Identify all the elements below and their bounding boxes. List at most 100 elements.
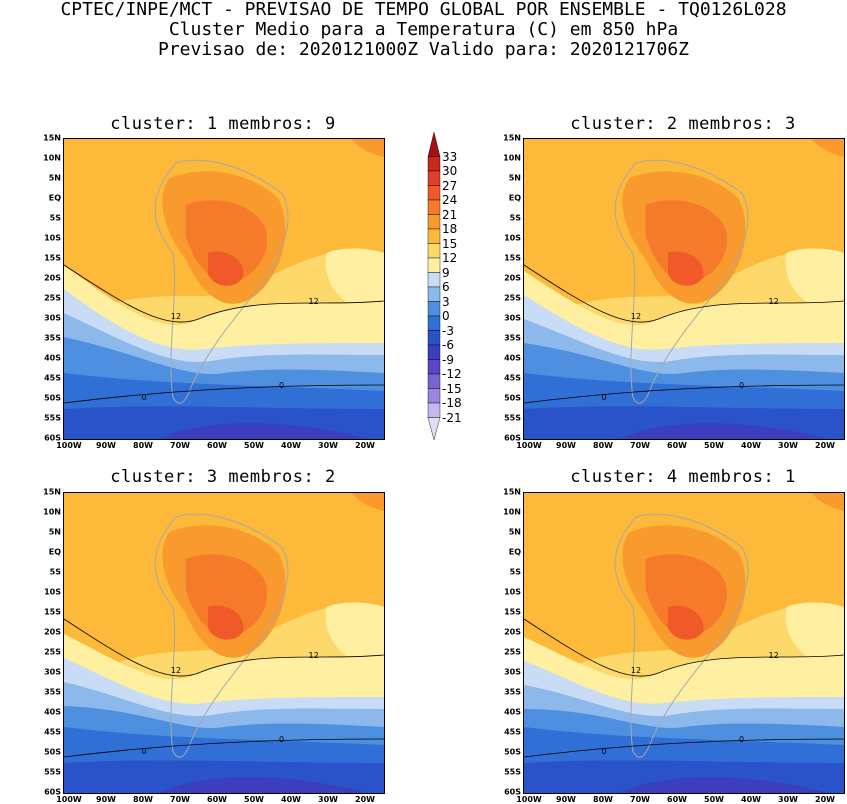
latitude-axis: 15N 10N 5N EQ 5S 10S 15S 20S 25S 30S 35S 40S 45S 50S 5… — [37, 488, 61, 797]
temperature-band — [208, 251, 244, 286]
contour-12 — [64, 264, 384, 323]
contour-label: 0 — [739, 381, 744, 390]
lon-tick-label: 50W — [244, 795, 264, 804]
temperature-band — [160, 777, 368, 793]
lon-tick-label: 30W — [318, 795, 338, 804]
lon-tick-label: 70W — [170, 441, 190, 450]
contour-label: 0 — [739, 735, 744, 744]
lat-tick-label: 50S — [504, 747, 521, 757]
coastline — [154, 513, 289, 758]
lon-tick-label: 100W — [56, 441, 82, 450]
contour-0 — [64, 384, 384, 404]
lon-tick-label: 60W — [207, 441, 227, 450]
coastline — [614, 513, 749, 758]
lat-tick-label: 45S — [44, 373, 61, 383]
lon-tick-label: 20W — [815, 795, 835, 804]
contour-12 — [524, 618, 844, 677]
lon-tick-label: 50W — [244, 441, 264, 450]
colorbar-swatch — [427, 373, 441, 389]
panel-title-3: cluster: 3 membros: 2 — [110, 467, 336, 487]
lon-tick-label: 80W — [133, 795, 153, 804]
lat-tick-label: 10S — [504, 233, 521, 243]
temperature-band — [645, 200, 728, 283]
lat-tick-label: 25S — [44, 647, 61, 657]
colorbar-label: 30 — [442, 164, 458, 178]
lon-tick-label: 80W — [593, 795, 613, 804]
lat-tick-label: 55S — [504, 767, 521, 777]
lon-tick-label: 100W — [516, 795, 542, 804]
contour-0 — [524, 738, 844, 758]
lat-tick-label: 5N — [48, 173, 61, 183]
lat-tick-label: 15N — [503, 133, 521, 143]
lat-tick-label: EQ — [48, 547, 61, 557]
lon-tick-label: 60W — [207, 795, 227, 804]
lat-tick-label: 10S — [504, 587, 521, 597]
lon-tick-label: 90W — [556, 441, 576, 450]
temperature-band — [160, 423, 368, 439]
lon-tick-label: 40W — [741, 795, 761, 804]
lon-tick-label: 30W — [778, 795, 798, 804]
colorbar-swatch — [427, 344, 441, 360]
colorbar-swatch — [427, 214, 441, 230]
temperature-band — [620, 777, 828, 793]
lon-tick-label: 90W — [96, 441, 116, 450]
lon-tick-label: 50W — [704, 795, 724, 804]
temperature-field: 12 12 0 0 — [524, 139, 844, 439]
lat-tick-label: 50S — [504, 393, 521, 403]
colorbar-swatch — [427, 199, 441, 215]
map-panel-1: 12 12 0 0 — [63, 138, 385, 440]
lon-tick-label: 40W — [281, 441, 301, 450]
contour-12 — [524, 264, 844, 323]
colorbar-scale — [427, 131, 441, 441]
lat-tick-label: 20S — [44, 627, 61, 637]
latitude-axis: 15N 10N 5N EQ 5S 10S 15S 20S 25S 30S 35S 40S 45S 50S 5… — [497, 134, 521, 443]
colorbar-swatch — [427, 315, 441, 331]
contour-label: 0 — [601, 393, 606, 402]
lat-tick-label: 15S — [504, 253, 521, 263]
lon-tick-label: 90W — [96, 795, 116, 804]
lat-tick-label: 55S — [504, 413, 521, 423]
colorbar-label: 9 — [442, 265, 450, 280]
temperature-band — [620, 423, 828, 439]
colorbar-label: 27 — [442, 178, 458, 193]
temperature-band — [208, 605, 244, 640]
colorbar-label: -21 — [442, 410, 462, 425]
temperature-band — [785, 248, 844, 319]
colorbar-label: -18 — [442, 396, 462, 410]
lon-tick-label: 30W — [778, 441, 798, 450]
contour-label: 12 — [769, 297, 779, 306]
lat-tick-label: 20S — [44, 273, 61, 283]
lon-tick-label: 20W — [355, 795, 375, 804]
temperature-field: 12 12 0 0 — [64, 139, 384, 439]
lat-tick-label: 5S — [49, 213, 61, 223]
contour-label: 12 — [309, 297, 319, 306]
panel-title-2: cluster: 2 membros: 3 — [570, 114, 796, 134]
lon-tick-label: 90W — [556, 795, 576, 804]
lat-tick-label: 25S — [504, 293, 521, 303]
lat-tick-label: 25S — [504, 647, 521, 657]
temperature-field: 12 12 0 0 — [64, 493, 384, 793]
lon-tick-label: 20W — [355, 441, 375, 450]
contour-label: 12 — [631, 312, 641, 321]
lat-tick-label: 10N — [503, 507, 521, 517]
colorbar-swatch — [427, 156, 441, 172]
lat-tick-label: 5S — [509, 213, 521, 223]
temperature-band — [812, 139, 844, 157]
lat-tick-label: 15N — [503, 487, 521, 497]
lat-tick-label: 40S — [44, 353, 61, 363]
lat-tick-label: 35S — [44, 333, 61, 343]
lon-tick-label: 80W — [133, 441, 153, 450]
lat-tick-label: 45S — [504, 373, 521, 383]
temperature-band — [668, 251, 704, 286]
lat-tick-label: 15S — [44, 607, 61, 617]
lat-tick-label: 5N — [508, 173, 521, 183]
colorbar-swatch — [427, 257, 441, 273]
temperature-field: 12 12 0 0 — [524, 493, 844, 793]
lat-tick-label: 15S — [504, 607, 521, 617]
colorbar-label: 3 — [442, 294, 450, 309]
lat-tick-label: 15N — [43, 133, 61, 143]
header-line-1: CPTEC/INPE/MCT - PREVISAO DE TEMPO GLOBA… — [60, 0, 787, 20]
temperature-band — [812, 493, 844, 511]
lat-tick-label: 15S — [44, 253, 61, 263]
lat-tick-label: 10S — [44, 587, 61, 597]
